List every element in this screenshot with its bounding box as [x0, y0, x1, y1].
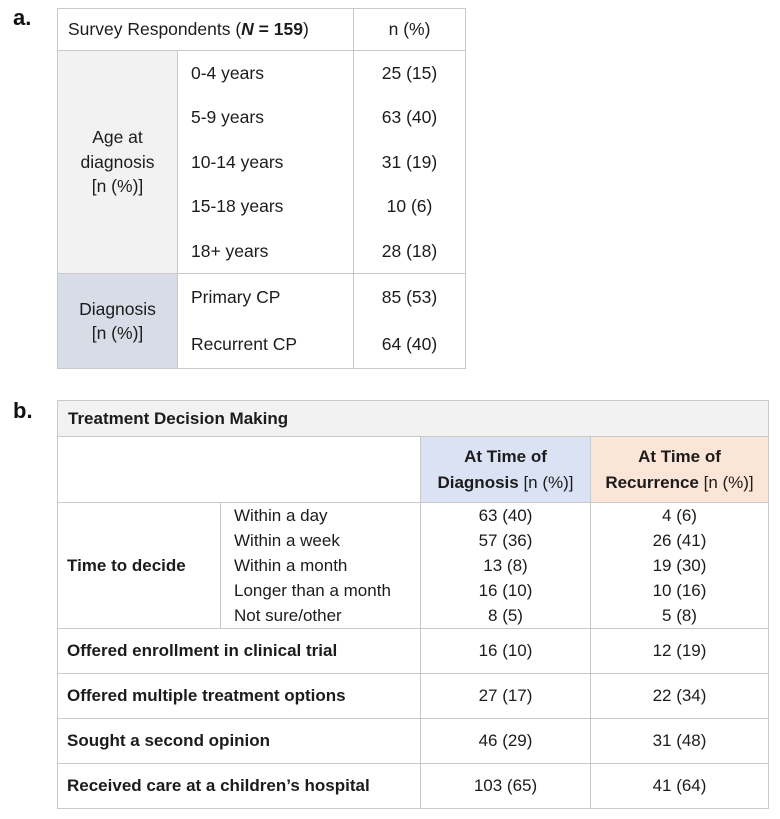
- row-label: Offered enrollment in clinical trial: [57, 628, 421, 674]
- diagnosis-value: 85 (53): [381, 287, 438, 308]
- time-to-decide-row: Time to decide Within a day Within a wee…: [57, 502, 769, 629]
- diagnosis-categories-cell: Primary CP Recurrent CP: [177, 273, 354, 370]
- age-category: 0-4 years: [191, 63, 264, 83]
- row-label: Received care at a children’s hospital: [57, 763, 421, 809]
- row-diagnosis-value: 16 (10): [420, 628, 591, 674]
- survey-title-prefix: Survey Respondents (: [68, 19, 242, 39]
- table-b-title-cell: Treatment Decision Making: [57, 400, 769, 437]
- age-categories-cell: 0-4 years 5-9 years 10-14 years 15-18 ye…: [177, 49, 354, 275]
- time-recurrence-value: 10 (16): [652, 581, 707, 600]
- time-diagnosis-value: 57 (36): [478, 531, 533, 550]
- age-values-cell: 25 (15) 63 (40) 31 (19) 10 (6) 28 (18): [353, 49, 466, 275]
- diagnosis-value: 64 (40): [381, 334, 438, 355]
- time-recurrence-value: 26 (41): [652, 531, 707, 550]
- recurrence-header-unit: [n (%)]: [698, 472, 754, 492]
- time-option: Within a day: [234, 506, 328, 525]
- row-diagnosis-value: 27 (17): [420, 673, 591, 719]
- table-row: Offered enrollment in clinical trial 16 …: [57, 628, 769, 674]
- recurrence-column-header: At Time of Recurrence [n (%)]: [590, 436, 769, 503]
- survey-total: 159: [273, 19, 303, 39]
- time-recurrence-values-cell: 4 (6) 26 (41) 19 (30) 10 (16) 5 (8): [590, 502, 769, 629]
- time-diagnosis-value: 16 (10): [478, 581, 533, 600]
- table-row: Sought a second opinion 46 (29) 31 (48): [57, 718, 769, 764]
- age-group-label-cell: Age at diagnosis [n (%)]: [57, 49, 178, 275]
- survey-title-suffix: ): [302, 19, 309, 39]
- diagnosis-header-line1: At Time of: [464, 446, 547, 466]
- time-diagnosis-value: 63 (40): [478, 506, 533, 525]
- time-diagnosis-values-cell: 63 (40) 57 (36) 13 (8) 16 (10) 8 (5): [420, 502, 591, 629]
- time-option: Within a week: [234, 531, 340, 550]
- row-recurrence-value: 41 (64): [590, 763, 769, 809]
- age-value: 10 (6): [386, 196, 433, 217]
- time-diagnosis-value: 13 (8): [483, 556, 528, 575]
- time-recurrence-value: 5 (8): [662, 606, 697, 625]
- time-option: Not sure/other: [234, 606, 342, 625]
- row-label: Offered multiple treatment options: [57, 673, 421, 719]
- table-b-title-row: Treatment Decision Making: [57, 400, 769, 437]
- time-options-cell: Within a day Within a week Within a mont…: [220, 502, 421, 629]
- diagnosis-header-name: Diagnosis: [437, 472, 519, 492]
- age-value: 25 (15): [381, 63, 438, 83]
- row-recurrence-value: 22 (34): [590, 673, 769, 719]
- survey-respondents-table: Survey Respondents (N = 159) n (%) Age a…: [57, 8, 466, 370]
- diagnosis-group-unit: [n (%)]: [91, 323, 144, 344]
- time-diagnosis-value: 8 (5): [488, 606, 523, 625]
- age-category: 18+ years: [191, 240, 269, 261]
- diagnosis-column-header: At Time of Diagnosis [n (%)]: [420, 436, 591, 503]
- table-a-header-row: Survey Respondents (N = 159) n (%): [57, 8, 466, 51]
- age-category: 10-14 years: [191, 151, 284, 172]
- diagnosis-header-unit: [n (%)]: [518, 472, 574, 492]
- time-recurrence-value: 4 (6): [662, 506, 697, 525]
- row-recurrence-value: 12 (19): [590, 628, 769, 674]
- row-label: Sought a second opinion: [57, 718, 421, 764]
- panel-b-label: b.: [13, 398, 33, 423]
- diagnosis-category: Recurrent CP: [191, 334, 298, 355]
- row-diagnosis-value: 46 (29): [420, 718, 591, 764]
- time-option: Within a month: [234, 556, 348, 575]
- time-option: Longer than a month: [234, 581, 391, 600]
- diagnosis-group-label-cell: Diagnosis [n (%)]: [57, 273, 178, 370]
- time-to-decide-label-cell: Time to decide: [57, 502, 221, 629]
- time-recurrence-value: 19 (30): [652, 556, 707, 575]
- survey-n-symbol: N: [241, 19, 254, 39]
- age-category: 15-18 years: [191, 196, 284, 217]
- age-value: 31 (19): [381, 151, 438, 172]
- age-category: 5-9 years: [191, 107, 264, 128]
- table-row: Offered multiple treatment options 27 (1…: [57, 673, 769, 719]
- row-recurrence-value: 31 (48): [590, 718, 769, 764]
- recurrence-header-name: Recurrence: [605, 472, 699, 492]
- age-group-unit: [n (%)]: [91, 176, 144, 197]
- diagnosis-group-row: Diagnosis [n (%)] Primary CP Recurrent C…: [57, 273, 466, 370]
- table-row: Received care at a children’s hospital 1…: [57, 763, 769, 809]
- recurrence-header-line1: At Time of: [638, 446, 721, 466]
- row-diagnosis-value: 103 (65): [420, 763, 591, 809]
- table-a-title-cell: Survey Respondents (N = 159): [57, 8, 354, 51]
- diagnosis-group-label: Diagnosis: [79, 298, 156, 319]
- table-a-npct-header: n (%): [353, 8, 466, 51]
- age-group-label: Age at diagnosis: [80, 127, 155, 172]
- diagnosis-category: Primary CP: [191, 287, 281, 308]
- age-group-row: Age at diagnosis [n (%)] 0-4 years 5-9 y…: [57, 49, 466, 275]
- treatment-decision-table: Treatment Decision Making At Time of Dia…: [57, 400, 769, 809]
- diagnosis-values-cell: 85 (53) 64 (40): [353, 273, 466, 370]
- age-value: 63 (40): [381, 107, 438, 128]
- panel-a-label: a.: [13, 5, 32, 30]
- survey-equals: =: [253, 19, 274, 39]
- table-b-empty-header-cell: [57, 436, 421, 503]
- table-b-column-header-row: At Time of Diagnosis [n (%)] At Time of …: [57, 436, 769, 503]
- age-value: 28 (18): [381, 240, 438, 261]
